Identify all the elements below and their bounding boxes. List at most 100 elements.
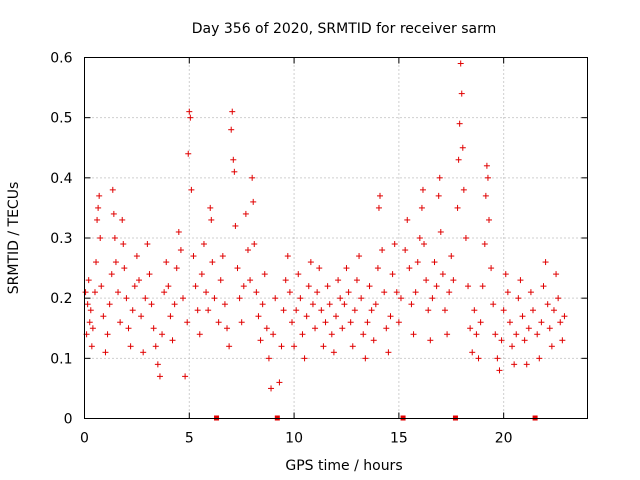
- data-point: [175, 228, 182, 235]
- data-point: [465, 283, 472, 290]
- y-tick-label: 0: [64, 412, 73, 428]
- data-point: [527, 289, 534, 296]
- data-point: [469, 349, 476, 356]
- data-point: [86, 319, 93, 326]
- data-point: [446, 289, 453, 296]
- data-point: [211, 295, 218, 302]
- data-point: [159, 331, 166, 338]
- data-point: [186, 108, 193, 115]
- data-point: [504, 289, 511, 296]
- data-point: [479, 283, 486, 290]
- data-point: [481, 241, 488, 248]
- data-point: [276, 379, 283, 386]
- data-point: [208, 216, 215, 223]
- data-point: [200, 241, 207, 248]
- data-point: [259, 301, 266, 308]
- data-point: [448, 253, 455, 260]
- data-point: [418, 204, 425, 211]
- data-point: [263, 325, 270, 332]
- data-point: [341, 301, 348, 308]
- data-point: [91, 289, 98, 296]
- data-point: [318, 307, 325, 314]
- data-point: [301, 355, 308, 362]
- data-point: [119, 216, 126, 223]
- data-point: [372, 301, 379, 308]
- data-point: [383, 325, 390, 332]
- data-point: [115, 289, 122, 296]
- data-point: [177, 247, 184, 254]
- data-point: [436, 174, 443, 181]
- data-point: [305, 283, 312, 290]
- data-point: [538, 319, 545, 326]
- data-point: [482, 192, 489, 199]
- data-point: [347, 319, 354, 326]
- data-point: [471, 307, 478, 314]
- x-tick-label: 10: [285, 431, 303, 447]
- data-point: [455, 156, 462, 163]
- y-tick-label: 0.5: [50, 111, 72, 127]
- data-point: [268, 385, 275, 392]
- data-point: [475, 355, 482, 362]
- data-point: [93, 259, 100, 266]
- data-point: [270, 331, 277, 338]
- data-point: [381, 289, 388, 296]
- data-point: [498, 337, 505, 344]
- data-point: [322, 319, 329, 326]
- data-point: [320, 343, 327, 350]
- data-point: [559, 337, 566, 344]
- data-point: [513, 331, 520, 338]
- data-point: [433, 283, 440, 290]
- data-point: [196, 331, 203, 338]
- data-point: [366, 283, 373, 290]
- data-point: [457, 60, 464, 67]
- data-point: [345, 289, 352, 296]
- data-point: [82, 289, 89, 296]
- data-point: [194, 307, 201, 314]
- x-axis-label: GPS time / hours: [285, 458, 402, 474]
- data-point: [536, 355, 543, 362]
- data-point: [255, 313, 262, 320]
- data-point: [288, 319, 295, 326]
- data-point: [416, 235, 423, 241]
- data-point: [224, 325, 231, 332]
- data-point: [127, 343, 134, 350]
- data-point: [108, 271, 115, 278]
- data-point: [328, 331, 335, 338]
- data-point: [395, 319, 402, 326]
- data-point: [85, 277, 92, 284]
- data-point: [521, 337, 528, 344]
- data-point: [483, 162, 490, 169]
- data-point: [454, 204, 461, 211]
- data-point: [410, 331, 417, 338]
- data-point: [385, 349, 392, 356]
- data-point: [437, 228, 444, 235]
- data-point: [502, 271, 509, 278]
- y-tick-label: 0.6: [50, 51, 72, 67]
- data-point: [165, 283, 172, 290]
- data-point: [377, 192, 384, 199]
- data-point: [169, 337, 176, 344]
- data-point: [339, 325, 346, 332]
- y-tick-label: 0.4: [50, 171, 72, 187]
- data-point: [360, 331, 367, 338]
- data-point: [506, 319, 513, 326]
- data-point: [198, 271, 205, 278]
- data-point: [190, 253, 197, 260]
- data-point: [282, 277, 289, 284]
- data-point: [431, 259, 438, 266]
- data-point: [286, 289, 293, 296]
- data-point: [492, 331, 499, 338]
- data-point: [293, 307, 300, 314]
- data-point: [429, 295, 436, 302]
- grid-lines: [84, 57, 588, 419]
- data-point: [104, 331, 111, 338]
- data-point: [106, 301, 113, 308]
- data-point: [548, 343, 555, 350]
- y-axis-label: SRMTID / TECUs: [6, 182, 22, 295]
- data-point: [406, 265, 413, 272]
- data-point: [441, 307, 448, 314]
- data-point: [349, 343, 356, 350]
- data-point: [435, 192, 442, 199]
- data-point: [542, 259, 549, 266]
- data-point: [205, 307, 212, 314]
